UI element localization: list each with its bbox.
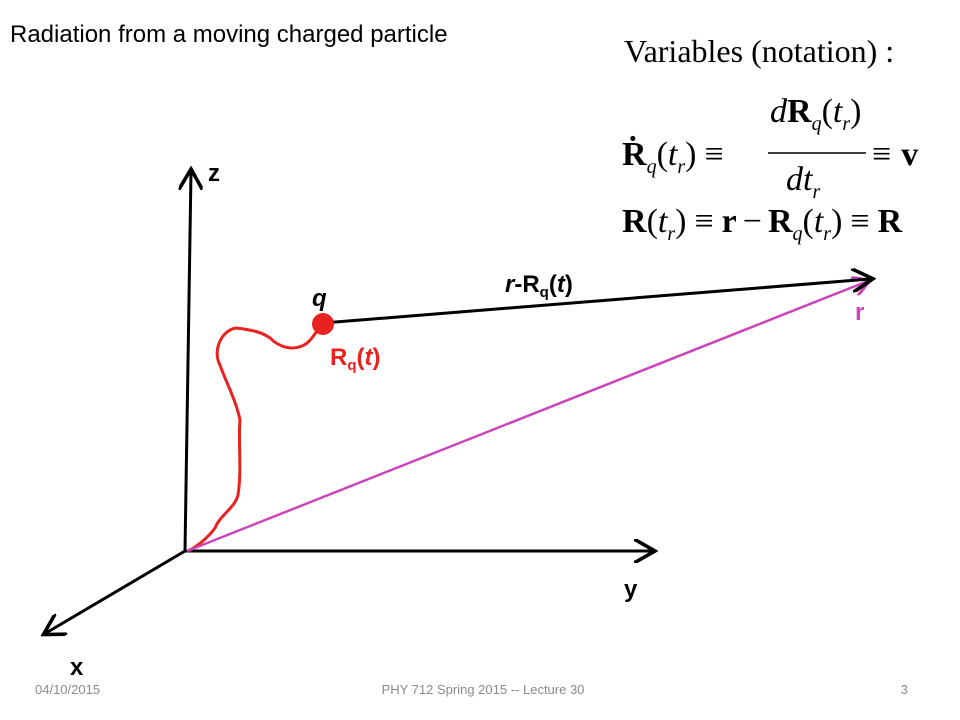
charge bbox=[312, 313, 334, 335]
position-vector bbox=[186, 281, 868, 553]
field-point-label: r bbox=[855, 299, 864, 326]
trajectory bbox=[187, 322, 325, 553]
eq-text: ≡ v bbox=[872, 136, 918, 173]
axis-label: y bbox=[624, 576, 638, 603]
eq-text: Ṙq(tr) ≡ bbox=[622, 135, 724, 178]
eq-text: R(tr) ≡ r − Rq(tr) ≡ R bbox=[622, 203, 903, 245]
notation-heading: Variables (notation) : bbox=[624, 33, 894, 69]
equation-2: R(tr) ≡ r − Rq(tr) ≡ R bbox=[622, 203, 903, 245]
separation-vector bbox=[322, 279, 870, 325]
equation-1: Ṙq(tr) ≡ dRq(tr) dtr ≡ v bbox=[622, 93, 918, 203]
axis-label: x bbox=[70, 654, 84, 681]
charge-label: q bbox=[312, 285, 327, 312]
footer-date: 04/10/2015 bbox=[35, 682, 100, 697]
axis-label: z bbox=[208, 160, 220, 187]
eq-numerator: dRq(tr) bbox=[770, 93, 861, 135]
trajectory-label: Rq(t) bbox=[330, 344, 381, 374]
footer-page: 3 bbox=[901, 682, 908, 697]
slide-title: Radiation from a moving charged particle bbox=[10, 21, 448, 48]
x-axis bbox=[46, 549, 186, 633]
z-axis bbox=[185, 172, 191, 552]
footer-course: PHY 712 Spring 2015 -- Lecture 30 bbox=[382, 682, 585, 697]
eq-denominator: dtr bbox=[786, 161, 820, 203]
separation-label: r-Rq(t) bbox=[505, 271, 573, 301]
